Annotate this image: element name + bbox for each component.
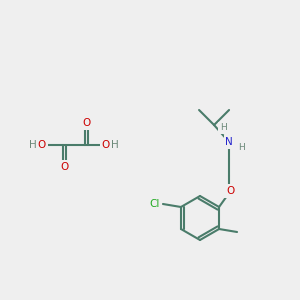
Text: H: H (29, 140, 37, 150)
Text: O: O (38, 140, 46, 150)
Text: O: O (60, 162, 69, 172)
Text: H: H (220, 124, 226, 133)
Text: H: H (111, 140, 119, 150)
Text: O: O (82, 118, 91, 128)
Text: N: N (225, 137, 233, 147)
Text: Cl: Cl (150, 199, 160, 209)
Text: O: O (226, 186, 234, 196)
Text: H: H (238, 142, 244, 152)
Text: O: O (102, 140, 110, 150)
